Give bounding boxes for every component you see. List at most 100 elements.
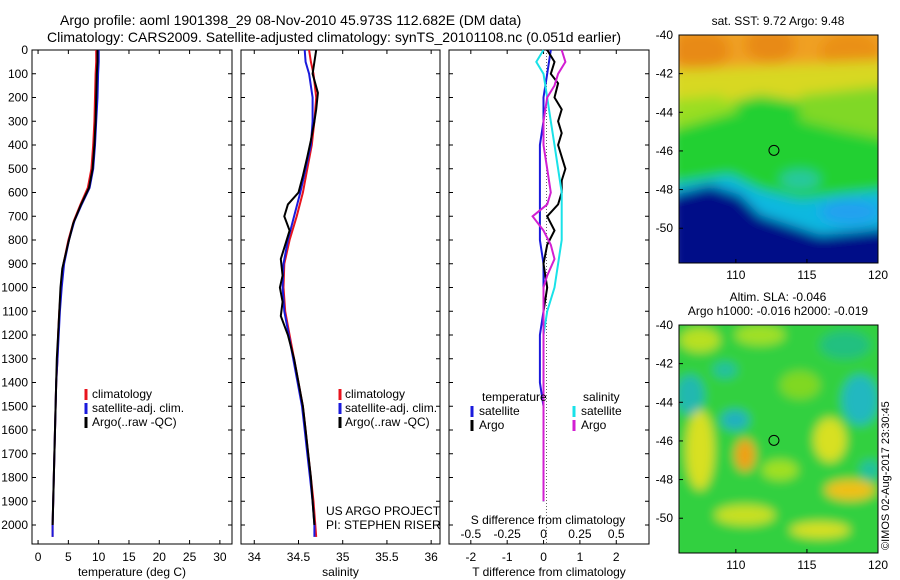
x-axis-label: T difference from climatology [472,565,626,579]
x-tick-label: 34 [248,550,262,564]
x-axis-label: temperature (deg C) [78,565,186,579]
map-x-tick-label: 115 [797,558,816,572]
temperature-panel-frame [31,49,233,545]
sla-map-subtitle: Argo h1000: -0.016 h2000: -0.019 [688,304,868,318]
salinity-panel-frame [240,49,441,545]
x-tick-label: 15 [122,550,136,564]
map-x-tick-label: 115 [797,268,816,282]
top-x-tick-label: -0.5 [460,527,481,541]
x-tick-label: -1 [502,550,513,564]
top-x-tick-label: -0.25 [494,527,522,541]
legend-header: temperature [482,390,547,404]
sst-field [679,35,878,263]
y-tick-label: 1300 [1,352,28,366]
map-y-tick-label: -48 [656,473,674,487]
series-line-0 [282,49,318,537]
x-tick-label: 35 [336,550,350,564]
series-line-2 [278,49,319,526]
project-annotation: US ARGO PROJECT [326,504,441,518]
sla-map-frame [678,324,879,554]
x-tick-label: 30 [213,550,227,564]
sla-field [679,325,878,553]
figure-title-line2: Climatology: CARS2009. Satellite-adjuste… [47,29,622,45]
difference-panel-frame [448,49,650,545]
legend-label: Argo(..raw -QC) [345,415,430,429]
x-axis-label: salinity [322,565,359,579]
sla-map-axes: 110 115 120 -40 -42 -44 -46 -48 -50 Altim. SLA: -… [656,290,889,572]
y-tick-label: 300 [8,114,28,128]
map-y-tick-label: -42 [656,357,674,371]
figure-title-line1: Argo profile: aoml 1901398_29 08-Nov-201… [60,12,522,28]
top-x-tick-label: 0 [540,527,547,541]
x-tick-label: 2 [613,550,620,564]
legend-label: satellite-adj. clim. [92,401,184,415]
profile-location-marker [768,434,780,446]
project-annotation: PI: STEPHEN RISER [326,518,441,532]
map-y-tick-label: -40 [656,318,674,332]
y-tick-label: 1500 [1,399,28,413]
y-tick-label: 100 [8,67,28,81]
y-tick-label: 1100 [2,304,28,318]
top-x-axis-label: S difference from climatology [471,513,626,527]
legend-label: satellite [581,404,622,418]
series-line-0 [51,50,98,537]
y-tick-label: 1800 [1,471,28,485]
x-tick-label: 1 [577,550,584,564]
y-tick-label: 400 [8,138,28,152]
map-y-tick-label: -46 [656,144,674,158]
legend-label: Argo [581,418,607,432]
y-tick-label: 1900 [1,494,28,508]
y-tick-label: 200 [8,91,28,105]
x-tick-label: 20 [153,550,167,564]
series-line-2 [51,50,99,526]
temperature-chart: 0 5 10 15 20 25 300100200300400500600700800900… [1,43,232,579]
difference-chart: -2 -1 0 1 2T difference from climatology S di… [449,49,649,579]
y-tick-label: 800 [8,233,28,247]
map-y-tick-label: -42 [656,67,674,81]
legend-header: salinity [583,390,620,404]
sst-map-title: sat. SST: 9.72 Argo: 9.48 [712,14,845,28]
top-x-tick-label: 0.25 [568,527,592,541]
legend-label: climatology [92,387,152,401]
sla-map-title: Altim. SLA: -0.046 [730,290,827,304]
legend-label: Argo [479,418,505,432]
y-tick-label: 500 [8,162,28,176]
map-x-tick-label: 110 [726,268,745,282]
map-y-tick-label: -50 [656,511,674,525]
map-x-tick-label: 120 [868,558,888,572]
y-tick-label: 1600 [1,423,28,437]
sst-map-frame [678,34,879,264]
y-tick-label: 1700 [1,447,28,461]
sst-map-axes: 110 115 120 -40 -42 -44 -46 -48 -50 sat. SST: 9.7… [656,14,889,282]
y-tick-label: 600 [8,186,28,200]
legend-label: satellite [479,404,520,418]
y-tick-label: 700 [8,209,28,223]
y-tick-label: 2000 [1,518,28,532]
map-x-tick-label: 110 [726,558,745,572]
x-tick-label: 35.5 [375,550,399,564]
series-line-2 [535,49,563,502]
x-tick-label: -2 [465,550,476,564]
x-tick-label: 0 [540,550,547,564]
salinity-chart: 34 34.5 35 35.5 36 salinity climatologysatelli… [241,49,441,579]
x-tick-label: 10 [92,550,106,564]
legend-label: Argo(..raw -QC) [92,415,177,429]
x-tick-label: 34.5 [287,550,311,564]
map-y-tick-label: -44 [656,395,674,409]
legend-label: climatology [345,387,405,401]
y-tick-label: 900 [8,257,28,271]
x-tick-label: 0 [35,550,42,564]
x-tick-label: 25 [183,550,197,564]
map-y-tick-label: -40 [656,28,674,42]
profile-location-marker [768,144,780,156]
map-y-tick-label: -46 [656,434,674,448]
map-x-tick-label: 120 [868,268,888,282]
series-line-3 [531,49,567,502]
x-tick-label: 5 [65,550,72,564]
top-x-tick-label: 0.5 [608,527,625,541]
y-tick-label: 1400 [1,376,28,390]
y-tick-label: 1200 [1,328,28,342]
y-tick-label: 1000 [1,281,28,295]
map-y-tick-label: -50 [656,221,674,235]
